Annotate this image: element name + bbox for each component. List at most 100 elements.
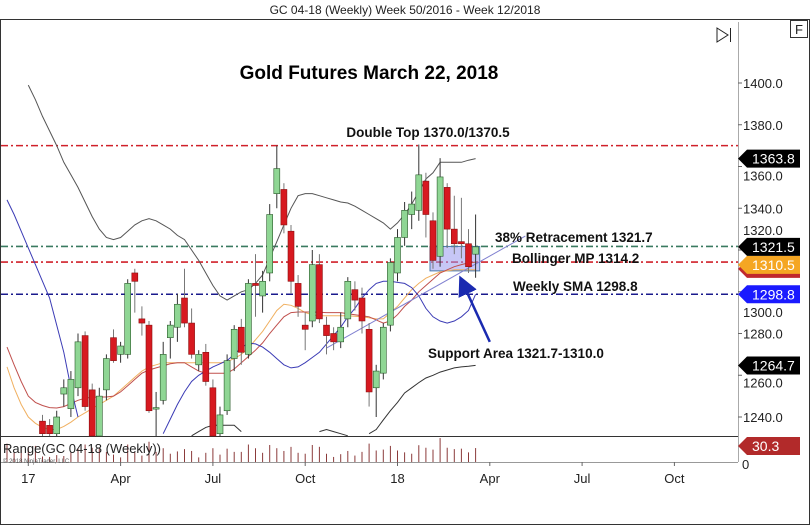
candle-body-up: [117, 345, 124, 355]
candle: [379, 323, 387, 380]
candle: [408, 191, 416, 230]
price-badge: 1363.8: [738, 149, 800, 168]
y-tick-label: 1320.0: [743, 223, 783, 238]
f-button-box: [790, 20, 808, 38]
x-tick-label: Jul: [574, 471, 591, 486]
candle-body-up: [387, 262, 394, 326]
candle: [81, 331, 89, 411]
candle-body-up: [266, 214, 274, 274]
candle-body-up: [308, 264, 316, 322]
skip-to-end-icon: [716, 27, 729, 43]
candle-body-up: [401, 210, 408, 238]
candle: [450, 195, 458, 255]
candle-body-up: [273, 168, 281, 194]
candle-body-up: [60, 387, 68, 395]
candle-body-down: [202, 351, 210, 382]
y-tick-label: 1400.0: [743, 76, 783, 91]
candle: [195, 350, 202, 372]
skip-to-end-button[interactable]: [716, 27, 731, 43]
candle: [287, 224, 295, 294]
y-tick-label: 1280.0: [743, 327, 783, 342]
candle: [39, 414, 46, 436]
x-tick-label: Jul: [205, 471, 222, 486]
candle: [294, 275, 302, 317]
candle: [138, 306, 146, 336]
candle-body-up: [67, 379, 75, 409]
candle-body-down: [316, 264, 323, 320]
y-tick-label: 1240.0: [743, 410, 783, 425]
y-tick-label: 1360.0: [743, 169, 783, 184]
candle-body-down: [110, 337, 117, 361]
candle: [301, 312, 309, 351]
range-panel: [6, 438, 477, 462]
candle-body-down: [131, 272, 139, 282]
candle-body-up: [159, 354, 167, 401]
candle-body-down: [294, 283, 302, 307]
price-badge: 1310.5: [738, 255, 800, 274]
x-tick-label: 17: [21, 471, 35, 486]
candle: [422, 172, 430, 238]
candle-body-up: [372, 370, 380, 389]
copyright-text: © 2018 NinjaTrader, LLC: [3, 458, 70, 465]
candle-body-down: [429, 220, 437, 261]
candle: [67, 371, 75, 417]
window-title: GC 04-18 (Weekly) Week 50/2016 - Week 12…: [270, 3, 541, 17]
candle: [131, 268, 139, 313]
candle: [53, 410, 61, 436]
candle: [337, 312, 345, 349]
candle: [145, 320, 153, 413]
candle: [465, 229, 472, 273]
candle-body-down: [351, 289, 359, 301]
bollinger-mp-label: Bollinger MP 1314.2: [512, 251, 639, 266]
candle: [401, 201, 408, 246]
x-tick-label: Apr: [480, 471, 501, 486]
candle: [323, 316, 330, 355]
candle: [152, 391, 160, 436]
candle: [273, 145, 281, 209]
candle: [330, 327, 337, 351]
candle: [117, 341, 124, 363]
candle: [436, 158, 444, 267]
candle-body-up: [394, 237, 401, 274]
y-tick-label: 1340.0: [743, 201, 783, 216]
candle: [372, 364, 380, 417]
bollinger-upper-band: [27, 84, 476, 301]
candle-body-up: [408, 203, 416, 215]
f-button[interactable]: F: [790, 20, 808, 38]
candle-body-up: [74, 341, 82, 389]
candle-body-down: [358, 297, 366, 322]
candle: [124, 279, 131, 359]
candle-body-up: [259, 281, 266, 297]
y-tick-label: 1260.0: [743, 375, 783, 390]
x-tick-label: Oct: [664, 471, 685, 486]
price-badge: 1298.8: [738, 285, 800, 304]
retracement-label: 38% Retracement 1321.7: [495, 230, 653, 245]
range-badge-text: 30.3: [752, 438, 779, 454]
candle-body-up: [96, 395, 103, 437]
range-badge-shape: [738, 437, 800, 455]
candle-body-up: [472, 246, 479, 255]
range-indicator-label: Range(GC 04-18 (Weekly)): [3, 441, 161, 456]
candle-body-down: [88, 389, 96, 437]
candle: [223, 354, 231, 415]
candle-body-down: [422, 180, 430, 215]
candle: [167, 320, 174, 359]
price-badge-shape: [738, 237, 800, 256]
price-badge-text: 1310.5: [752, 257, 795, 273]
candle: [60, 379, 68, 407]
candle: [216, 406, 224, 436]
candle: [415, 144, 423, 221]
price-badge-shape: [738, 356, 800, 375]
candle: [458, 197, 465, 259]
candle-body-down: [252, 283, 259, 286]
candle-body-up: [174, 303, 181, 328]
candle-body-down: [450, 228, 458, 245]
candle: [252, 254, 259, 317]
candle-body-up: [415, 174, 423, 211]
candle-body-up: [245, 283, 252, 355]
candle-body-up: [216, 414, 224, 435]
price-badge-text: 1363.8: [752, 151, 795, 167]
support-area-label: Support Area 1321.7-1310.0: [428, 346, 604, 361]
